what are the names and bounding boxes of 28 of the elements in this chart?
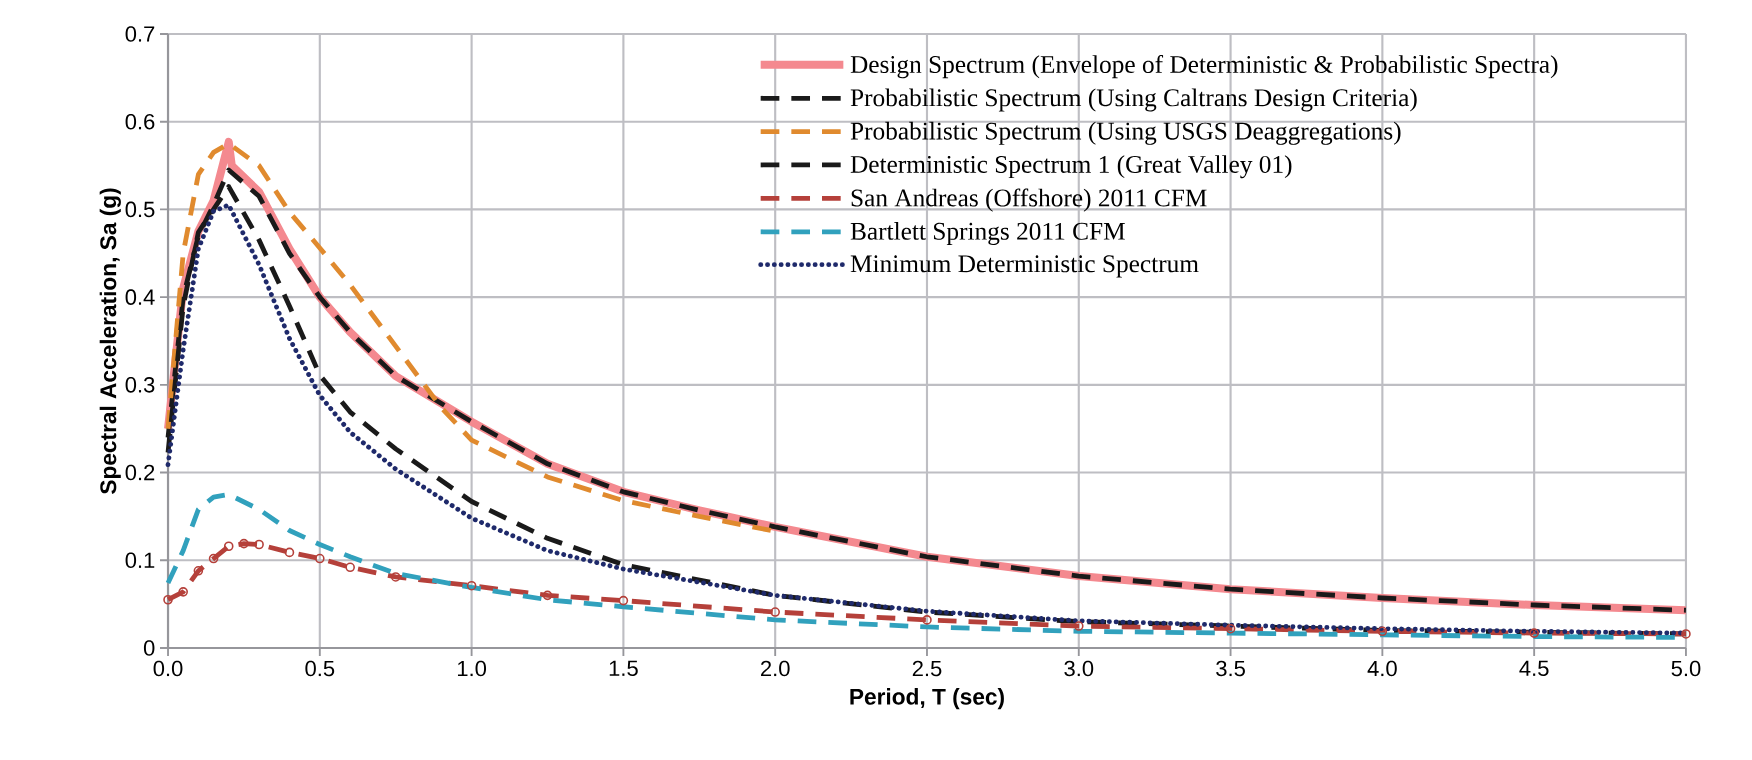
x-tick-label: 3.0 (1064, 660, 1094, 677)
y-tick-label: 0.7 (125, 26, 155, 42)
x-tick-label: 4.0 (1367, 660, 1397, 677)
x-tick-label: 3.5 (1216, 660, 1245, 677)
y-tick-label: 0 (143, 640, 155, 656)
y-tick-label: 0.5 (125, 201, 155, 218)
x-tick-label: 2.0 (761, 660, 790, 677)
x-tick-label: 4.5 (1519, 660, 1549, 677)
x-tick-label: 1.0 (457, 660, 487, 677)
legend-label: Deterministic Spectrum 1 (Great Valley 01) (850, 155, 1292, 179)
y-tick-label: 0.4 (125, 289, 155, 305)
y-tick-label: 0.1 (125, 552, 155, 569)
x-tick-label: 0.5 (305, 660, 335, 677)
y-axis-title: Spectral Acceleration, Sa (g) (99, 188, 121, 495)
y-tick-label: 0.2 (125, 464, 155, 481)
x-tick-label: 5.0 (1671, 660, 1701, 677)
x-tick-label: 0.0 (153, 660, 183, 677)
y-tick-label: 0.6 (125, 113, 155, 130)
legend-label: Probabilistic Spectrum (Using Caltrans Design Criteria) (850, 88, 1417, 112)
legend-label: Minimum Deterministic Spectrum (850, 255, 1199, 278)
y-tick-label: 0.3 (125, 377, 155, 393)
legend-label: Design Spectrum (Envelope of Deterministic & Probabilistic Spectra) (850, 54, 1558, 79)
legend-label: Probabilistic Spectrum (Using USGS Deaggregations) (850, 121, 1401, 145)
x-tick-label: 1.5 (609, 660, 638, 677)
x-axis-title: Period, T (sec) (850, 688, 1004, 710)
legend-label: Bartlett Springs 2011 CFM (850, 222, 1125, 246)
x-tick-label: 2.5 (912, 660, 942, 677)
legend-label: San Andreas (Offshore) 2011 CFM (851, 188, 1207, 212)
